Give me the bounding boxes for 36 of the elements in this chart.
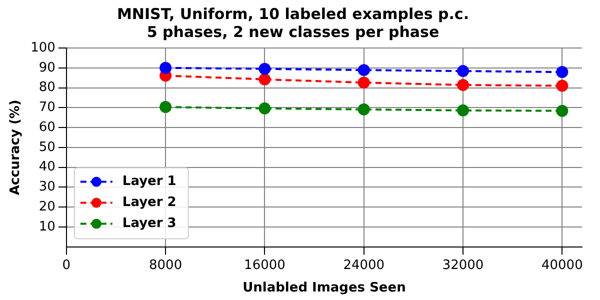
x-tick-label: 16000 xyxy=(244,258,286,273)
point xyxy=(258,73,271,86)
x-tick-label: 0 xyxy=(62,258,71,273)
point xyxy=(457,78,470,91)
y-tick-label: 80 xyxy=(38,80,56,96)
point xyxy=(457,65,470,78)
y-tick-label: 20 xyxy=(38,199,56,214)
y-tick-label: 30 xyxy=(38,180,56,195)
x-tick-label: 8000 xyxy=(149,258,182,273)
legend-label: Layer 2 xyxy=(122,195,176,210)
point xyxy=(358,76,370,89)
y-axis-title: Accuracy (%) xyxy=(8,100,24,196)
y-tick-label: 50 xyxy=(38,140,56,155)
point xyxy=(358,103,370,116)
chart-title: MNIST, Uniform, 10 labeled examples p.c. 5 phases, 2 new classes per phase xyxy=(116,4,470,41)
y-tick-label: 90 xyxy=(38,60,56,76)
point xyxy=(160,62,172,74)
legend-label: Layer 1 xyxy=(122,174,176,190)
point xyxy=(457,104,470,116)
x-tick-label: 40000 xyxy=(541,258,583,273)
y-tick-label: 100 xyxy=(30,40,56,56)
point xyxy=(556,104,568,117)
x-axis-title: Unlabled Images Seen xyxy=(242,280,406,296)
legend-label: Layer 3 xyxy=(122,216,176,232)
y-tick-label: 70 xyxy=(38,100,56,116)
point xyxy=(258,62,271,75)
point xyxy=(358,64,370,76)
x-tick-label: 24000 xyxy=(343,258,385,273)
point xyxy=(258,102,271,114)
y-tick-label: 40 xyxy=(38,160,56,175)
point xyxy=(556,66,568,78)
point xyxy=(556,80,568,92)
y-tick-label: 10 xyxy=(38,219,56,234)
point xyxy=(160,101,172,114)
y-tick-label: 60 xyxy=(38,120,56,135)
x-tick-label: 32000 xyxy=(442,258,484,273)
